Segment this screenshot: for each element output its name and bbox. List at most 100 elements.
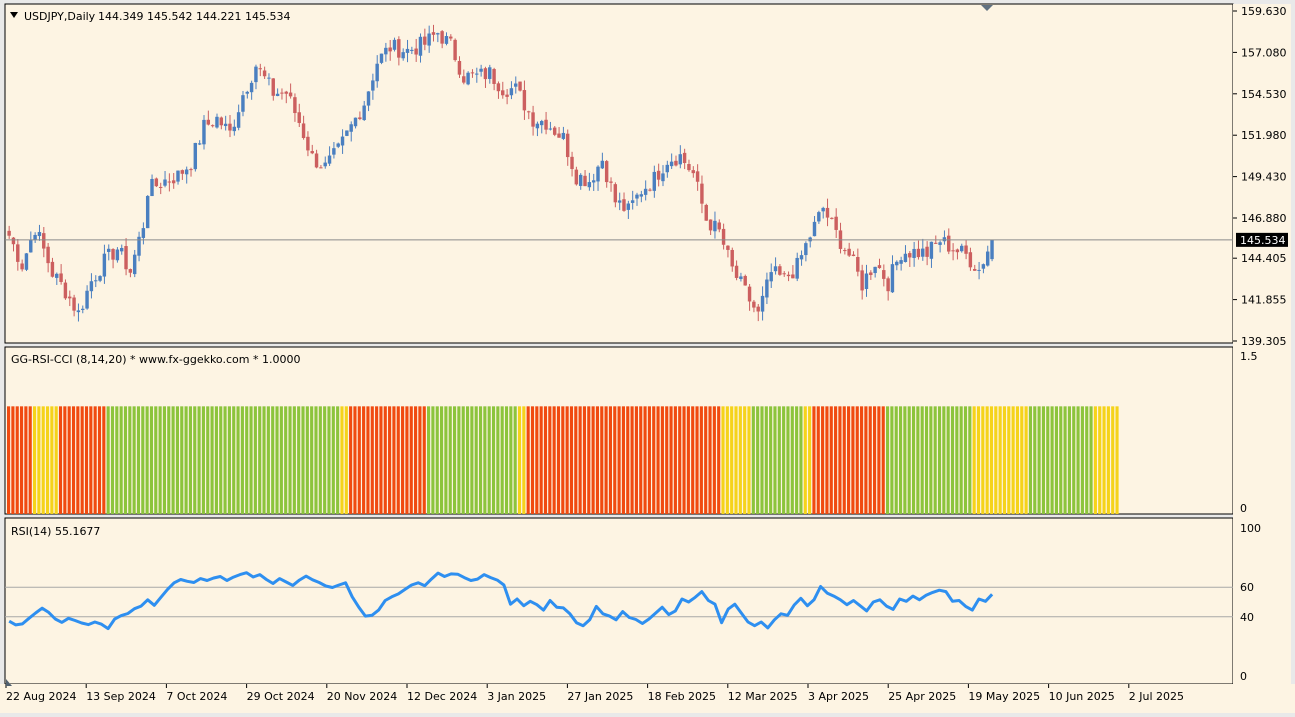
indicator-bar (786, 406, 790, 514)
candle-body (59, 273, 63, 282)
candle-body (985, 251, 990, 266)
candle-body (522, 90, 527, 111)
candle-body (778, 266, 782, 275)
indicator-bar (115, 406, 119, 514)
current-price-box (1236, 232, 1288, 247)
candle-body (68, 296, 72, 299)
indicator-bar (972, 406, 976, 514)
indicator-bar (180, 406, 184, 514)
price-tick-label: 149.430 (1241, 171, 1287, 184)
indicator-bar (193, 406, 197, 514)
indicator-bar (660, 406, 664, 514)
price-tick-label: 141.855 (1241, 294, 1287, 307)
candle-body (882, 270, 886, 279)
indicator-bar (227, 406, 231, 514)
rsi-tick-label: 0 (1240, 670, 1247, 683)
indicator-bar (362, 406, 366, 514)
candlestick-series (7, 24, 994, 322)
candle-body (323, 162, 327, 167)
indicator-bar (487, 406, 491, 514)
candle-body (674, 160, 678, 166)
indicator-bar (530, 406, 535, 514)
rsi-panel[interactable] (4, 517, 1234, 685)
indicator-bar (496, 406, 500, 514)
indicator-bar (491, 406, 496, 514)
indicator-bar (318, 406, 322, 514)
candle-body (219, 117, 223, 126)
indicator-bar (838, 406, 842, 514)
indicator-bar (1011, 406, 1015, 514)
indicator-bar (37, 406, 41, 514)
candle-body (890, 264, 895, 293)
indicator-bar (184, 406, 188, 514)
indicator-bar (1093, 406, 1097, 514)
indicator-bar (1033, 406, 1037, 514)
indicator-bar (868, 406, 872, 514)
indicator-bar (245, 406, 249, 514)
indicator-bar (500, 406, 504, 514)
indicator-bar (366, 406, 370, 514)
indicator-bar (262, 406, 266, 514)
candle-body (886, 278, 890, 292)
indicator-bar (595, 406, 600, 514)
indicator-bar (24, 406, 28, 514)
indicator-bar (84, 406, 89, 514)
indicator-bar (323, 406, 327, 514)
indicator-bar (738, 406, 742, 514)
candle-body (262, 70, 267, 77)
indicator-bar (1059, 406, 1063, 514)
rsi-line (8, 571, 994, 631)
candle-body (929, 241, 934, 259)
indicator-bar (154, 406, 158, 514)
candle-body (518, 81, 522, 91)
candle-body (306, 136, 310, 151)
candle-body (397, 39, 401, 58)
indicator-bar (885, 406, 890, 514)
candle-body (613, 184, 618, 203)
indicator-bar (881, 406, 885, 514)
indicator-bar (340, 406, 344, 514)
candle-body (158, 186, 163, 188)
candle-body (682, 152, 687, 164)
indicator-bar (1111, 406, 1115, 514)
candle-body (55, 273, 59, 278)
price-scale-area[interactable] (1233, 4, 1291, 684)
indicator-bar (769, 406, 773, 514)
price-panel[interactable] (4, 3, 1234, 344)
indicator-bar (721, 406, 725, 514)
indicator-bar (669, 406, 673, 514)
candle-body (669, 161, 674, 167)
candle-body (726, 245, 730, 250)
indicator-bar (171, 406, 175, 514)
candle-body (210, 125, 215, 127)
indicator-bar (305, 406, 309, 514)
indicator-bar (825, 406, 829, 514)
candle-body (908, 253, 912, 258)
indicator-bar (647, 406, 651, 514)
indicator-bar (1007, 406, 1011, 514)
candle-body (708, 219, 713, 231)
indicator-bar (123, 406, 128, 514)
symbol-menu-triangle-icon[interactable] (10, 12, 18, 18)
candle-body (111, 249, 115, 260)
candle-body (799, 255, 804, 260)
chart-shift-marker-icon[interactable] (981, 5, 993, 11)
indicator-bar (517, 406, 522, 514)
indicator-bar (236, 406, 240, 514)
indicator-bar (1106, 406, 1110, 514)
indicator-bar (574, 406, 578, 514)
indicator-bar (851, 406, 855, 514)
candle-body (860, 270, 864, 291)
indicator-bar (1050, 406, 1054, 514)
indicator-bar (336, 406, 340, 514)
indicator-bar (513, 406, 517, 514)
indicator-bar (994, 406, 998, 514)
indicator-bar (712, 406, 716, 514)
time-tick-label: 19 May 2025 (968, 690, 1040, 703)
indicator-bar (600, 406, 604, 514)
indicator-bar (427, 406, 431, 514)
candle-body (232, 126, 236, 132)
candle-body (643, 188, 648, 195)
candle-body (119, 247, 124, 252)
indicator-bar (933, 406, 937, 514)
